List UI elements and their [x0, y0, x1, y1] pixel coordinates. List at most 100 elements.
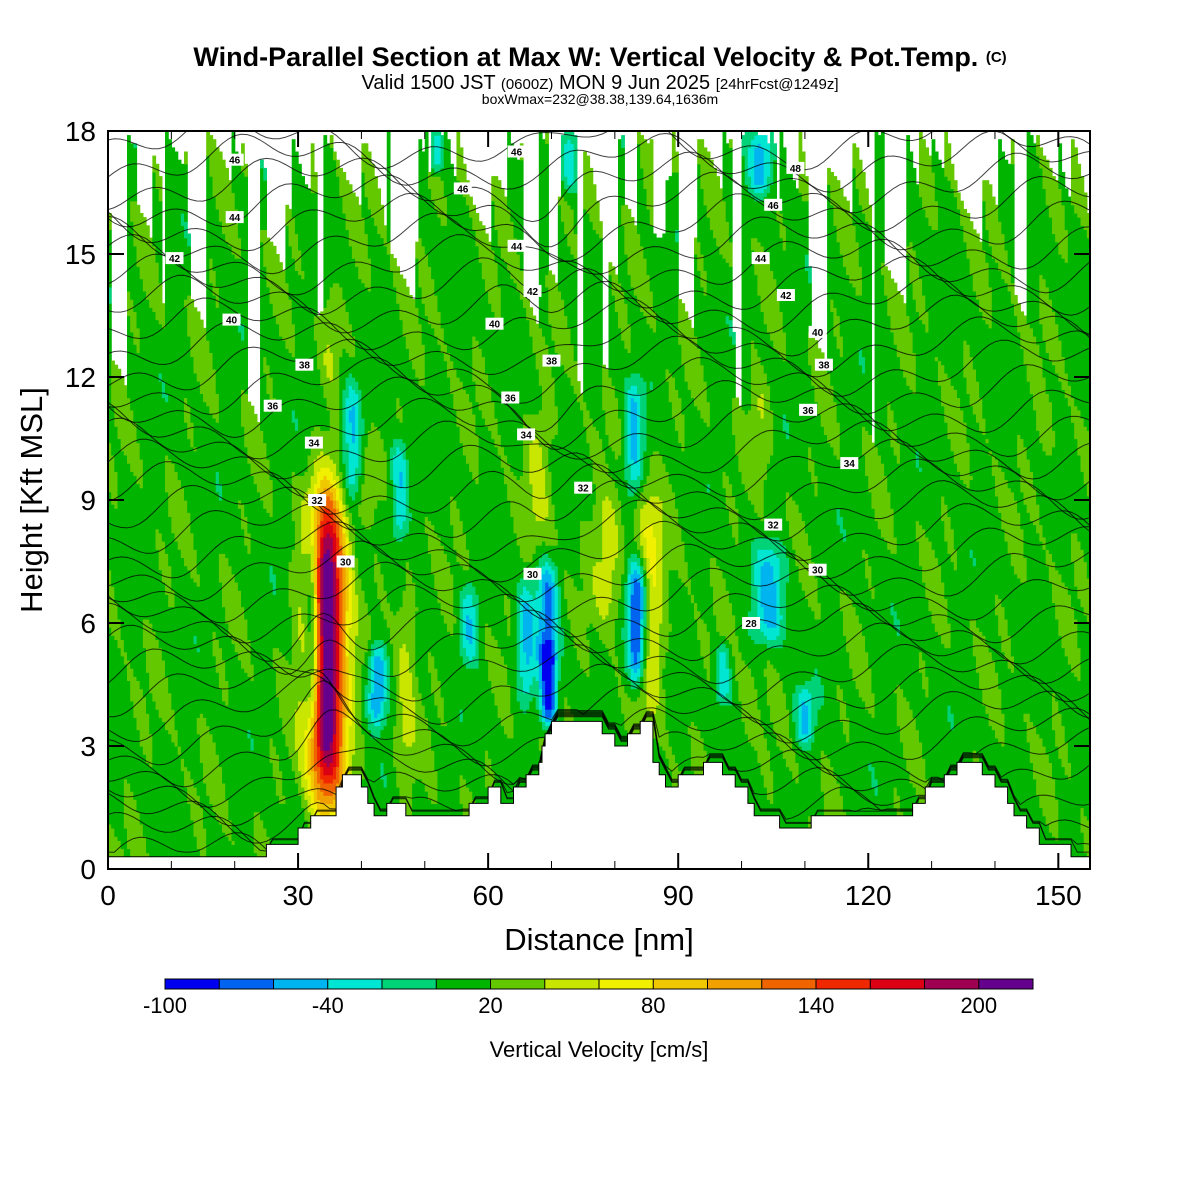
velocity-cell	[991, 196, 996, 259]
velocity-cell	[595, 561, 600, 608]
velocity-cell	[450, 163, 454, 362]
velocity-cell	[139, 278, 144, 460]
velocity-cell	[624, 204, 629, 255]
velocity-cell	[564, 131, 568, 144]
velocity-cell	[1045, 159, 1050, 206]
velocity-cell	[1036, 344, 1040, 431]
velocity-cell	[437, 536, 442, 604]
velocity-cell	[823, 360, 828, 435]
velocity-cell	[614, 459, 619, 489]
velocity-cell	[785, 766, 790, 869]
velocity-cell	[329, 471, 334, 485]
velocity-cell	[918, 278, 923, 321]
velocity-cell	[1042, 278, 1047, 341]
velocity-cell	[377, 500, 382, 563]
velocity-cell	[317, 368, 321, 427]
velocity-cell	[1001, 233, 1006, 280]
theta-contour-line	[108, 397, 1090, 460]
velocity-cell	[785, 422, 790, 440]
velocity-cell	[1045, 454, 1050, 550]
velocity-cell	[301, 700, 305, 788]
velocity-cell	[491, 311, 496, 403]
velocity-cell	[339, 196, 344, 288]
velocity-cell	[554, 282, 559, 353]
velocity-cell	[545, 639, 549, 710]
velocity-cell	[389, 254, 394, 271]
velocity-cell	[332, 733, 337, 768]
velocity-cell	[475, 401, 480, 435]
velocity-cell	[342, 172, 347, 214]
velocity-cell	[719, 635, 724, 645]
velocity-cell	[307, 737, 312, 776]
velocity-cell	[643, 483, 648, 505]
velocity-cell	[336, 475, 340, 489]
velocity-cell	[668, 401, 673, 485]
velocity-cell	[285, 659, 290, 747]
velocity-cell	[858, 159, 863, 206]
velocity-cell	[782, 758, 787, 869]
velocity-cell	[985, 442, 990, 645]
velocity-cell	[421, 385, 426, 706]
velocity-cell	[801, 520, 806, 591]
velocity-cell	[947, 377, 952, 440]
velocity-cell	[440, 545, 445, 616]
velocity-cell	[465, 393, 470, 464]
velocity-cell	[177, 754, 182, 869]
velocity-cell	[152, 155, 157, 173]
velocity-cell	[836, 459, 841, 509]
velocity-cell	[700, 139, 705, 189]
velocity-cell	[313, 787, 318, 804]
velocity-cell	[624, 254, 629, 304]
terrain-mask	[108, 720, 1090, 869]
velocity-cell	[336, 520, 340, 538]
velocity-cell	[751, 676, 755, 747]
velocity-cell	[355, 266, 359, 382]
velocity-cell	[225, 557, 229, 624]
velocity-cell	[329, 741, 334, 763]
velocity-cell	[630, 459, 635, 481]
velocity-cell	[291, 258, 296, 325]
velocity-cell	[291, 323, 296, 358]
velocity-cell	[298, 606, 302, 640]
velocity-cell	[313, 770, 318, 788]
velocity-cell	[133, 311, 138, 345]
velocity-cell	[1086, 623, 1090, 821]
velocity-cell	[364, 143, 369, 198]
velocity-cell	[187, 405, 191, 440]
velocity-cell	[215, 286, 220, 308]
velocity-cell	[538, 409, 543, 448]
velocity-cell	[130, 200, 134, 222]
velocity-cell	[393, 286, 397, 440]
velocity-cell	[703, 422, 708, 624]
velocity-cell	[823, 754, 828, 817]
velocity-cell	[184, 151, 188, 165]
velocity-cell	[985, 323, 990, 440]
velocity-cell	[250, 750, 255, 869]
velocity-cell	[776, 746, 781, 869]
velocity-cell	[231, 573, 236, 645]
velocity-cell	[877, 454, 882, 530]
velocity-cell	[209, 282, 214, 353]
velocity-cell	[279, 803, 283, 869]
velocity-cell	[893, 627, 898, 690]
valid-time-subtitle: Valid 1500 JST (0600Z) MON 9 Jun 2025 [2…	[0, 72, 1200, 95]
velocity-cell	[304, 729, 309, 780]
velocity-cell	[991, 659, 996, 731]
velocity-cell	[222, 700, 226, 784]
velocity-cell	[187, 233, 191, 247]
velocity-cell	[291, 217, 296, 259]
velocity-cell	[120, 639, 125, 657]
velocity-cell	[903, 303, 907, 378]
velocity-cell	[646, 524, 651, 558]
velocity-cell	[434, 770, 439, 804]
velocity-cell	[123, 664, 128, 780]
velocity-cell	[792, 549, 796, 694]
velocity-cell	[649, 495, 654, 526]
velocity-cell	[329, 147, 334, 288]
velocity-cell	[377, 233, 382, 431]
velocity-cell	[288, 245, 293, 300]
velocity-cell	[548, 709, 553, 718]
velocity-cell	[637, 131, 641, 144]
velocity-cell	[716, 565, 720, 632]
velocity-cell	[184, 787, 188, 869]
